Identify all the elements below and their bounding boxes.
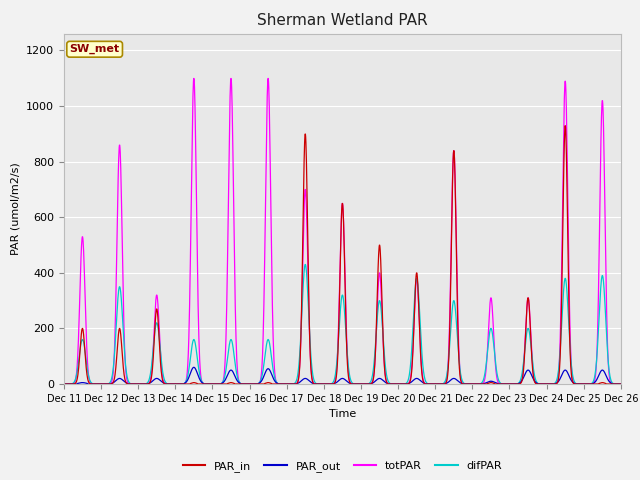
PAR_in (358, 381, 366, 387)
totPAR (617, 381, 625, 387)
Line: difPAR: difPAR (64, 264, 621, 384)
Line: totPAR: totPAR (64, 78, 621, 384)
totPAR (190, 75, 198, 81)
PAR_out (504, 381, 512, 387)
PAR_in (568, 375, 575, 381)
totPAR (504, 381, 512, 387)
PAR_out (584, 381, 591, 387)
difPAR (568, 366, 575, 372)
PAR_out (568, 378, 575, 384)
Line: PAR_out: PAR_out (64, 367, 621, 384)
totPAR (359, 381, 367, 387)
PAR_in (216, 381, 223, 387)
PAR_out (190, 364, 198, 370)
Title: Sherman Wetland PAR: Sherman Wetland PAR (257, 13, 428, 28)
difPAR (216, 381, 223, 387)
difPAR (60, 381, 68, 387)
totPAR (568, 369, 575, 375)
PAR_in (504, 381, 512, 387)
Y-axis label: PAR (umol/m2/s): PAR (umol/m2/s) (11, 162, 20, 255)
PAR_out (617, 381, 625, 387)
difPAR (371, 351, 379, 357)
difPAR (359, 381, 367, 387)
PAR_in (60, 381, 68, 387)
PAR_out (359, 381, 367, 387)
totPAR (371, 361, 379, 367)
totPAR (60, 381, 68, 387)
PAR_in (584, 381, 591, 387)
X-axis label: Time: Time (329, 409, 356, 419)
PAR_in (561, 123, 569, 129)
Legend: PAR_in, PAR_out, totPAR, difPAR: PAR_in, PAR_out, totPAR, difPAR (178, 457, 507, 477)
totPAR (216, 381, 223, 387)
difPAR (617, 381, 625, 387)
difPAR (584, 381, 591, 387)
totPAR (584, 381, 591, 387)
Text: SW_met: SW_met (70, 44, 120, 54)
PAR_out (371, 379, 379, 384)
Line: PAR_in: PAR_in (64, 126, 621, 384)
PAR_out (60, 381, 68, 387)
difPAR (504, 381, 512, 387)
PAR_in (371, 366, 378, 372)
difPAR (301, 262, 309, 267)
PAR_out (216, 381, 223, 387)
PAR_in (617, 381, 625, 387)
